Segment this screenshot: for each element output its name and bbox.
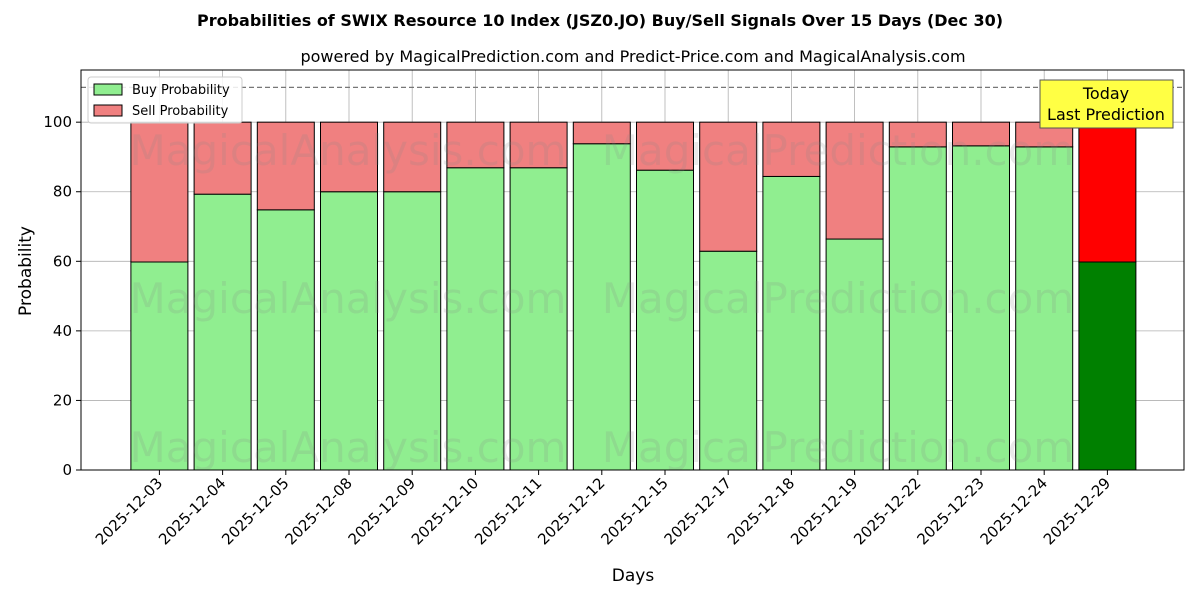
plot-frame (80, 69, 1185, 471)
chart-title: Probabilities of SWIX Resource 10 Index … (197, 11, 1003, 30)
y-tick-label: 0 (62, 461, 72, 479)
y-tick-label: 80 (53, 183, 72, 201)
buy-bar (762, 175, 821, 471)
x-axis-label: Days (612, 566, 655, 586)
sell-bar (320, 121, 378, 193)
watermark-text: MagicalAnalysis.com (130, 274, 567, 323)
sell-bar (256, 121, 315, 211)
sell-bar (1078, 121, 1137, 263)
sell-bar (636, 121, 694, 171)
sell-bar (572, 121, 631, 145)
legend-swatch (93, 83, 123, 96)
y-tick-label: 100 (43, 113, 72, 131)
legend-label: Buy Probability (132, 83, 230, 98)
legend-box (87, 76, 243, 124)
buy-bar (509, 167, 568, 471)
watermark-text: MagicalPrediction.com (602, 274, 1075, 323)
watermarks: MagicalAnalysis.com MagicalPrediction.com… (130, 126, 1075, 472)
sell-bar (952, 121, 1010, 147)
annotation-text: Last Prediction (1047, 105, 1165, 124)
buy-bar (1078, 261, 1137, 471)
watermark-text: MagicalPrediction.com (602, 423, 1075, 472)
y-tick-label: 60 (53, 252, 72, 270)
sell-bar (888, 121, 947, 148)
today-annotation: Today Last Prediction (1039, 79, 1174, 129)
annotation-text: Today (1082, 84, 1129, 103)
watermark-text: MagicalPrediction.com (602, 126, 1075, 175)
legend-label: Sell Probability (132, 104, 229, 119)
watermark-text: MagicalAnalysis.com (130, 126, 567, 175)
buy-bar (383, 191, 442, 471)
sell-bar (193, 121, 252, 195)
buy-bar (636, 169, 694, 471)
sell-bar (825, 121, 884, 240)
sell-bar (509, 121, 568, 169)
y-tick-label: 40 (53, 322, 72, 340)
sell-bar (699, 121, 758, 252)
legend-swatch (93, 104, 123, 117)
buy-bar (446, 167, 505, 471)
sell-bar (130, 121, 189, 263)
buy-bar (699, 250, 758, 471)
buy-bar (320, 191, 378, 471)
watermark-text: MagicalAnalysis.com (130, 423, 567, 472)
y-tick-label: 20 (53, 391, 72, 409)
buy-bar (572, 143, 631, 471)
sell-bar (383, 121, 442, 193)
sell-bar (762, 121, 821, 177)
legend: Buy Probability Sell Probability (87, 76, 243, 124)
buy-bar (256, 209, 315, 471)
annotation-box (1039, 79, 1174, 129)
chart-subtitle: powered by MagicalPrediction.com and Pre… (300, 47, 965, 66)
sell-bar (446, 121, 505, 169)
bars (81, 86, 1184, 471)
y-axis-label: Probability (16, 226, 36, 316)
